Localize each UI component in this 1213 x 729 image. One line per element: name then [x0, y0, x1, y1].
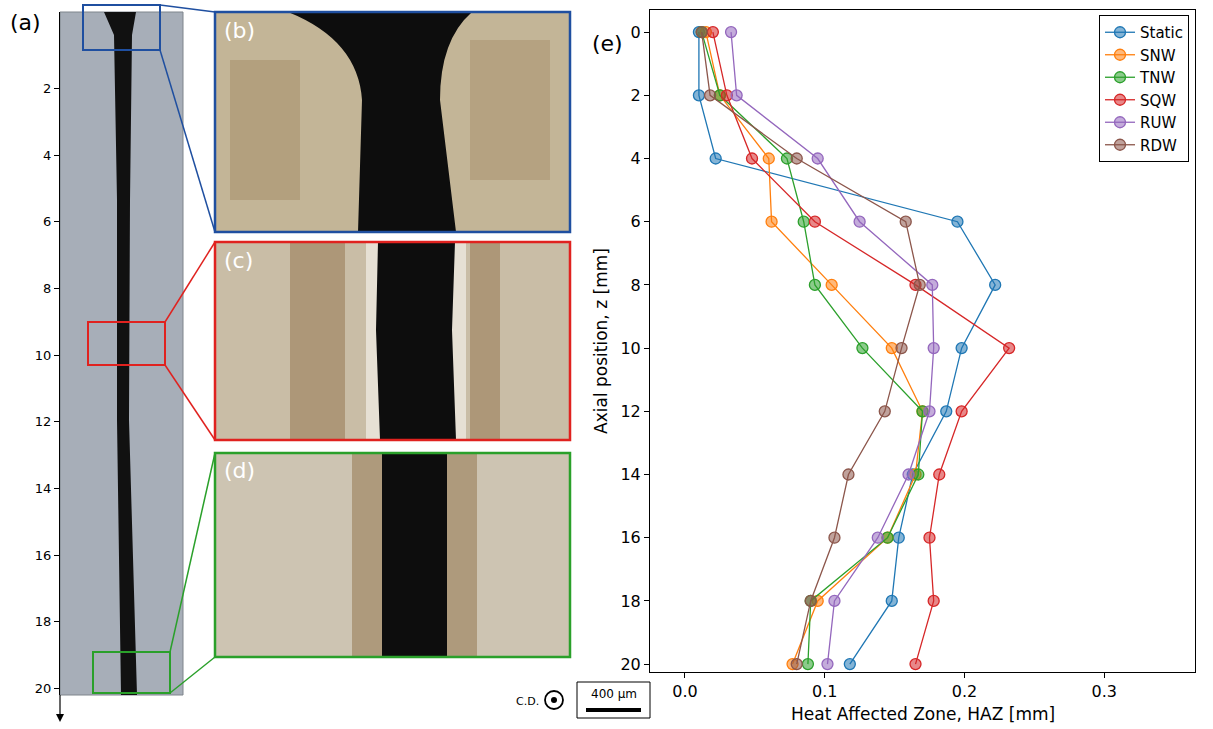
svg-text:RDW: RDW — [1140, 137, 1177, 155]
svg-text:18: 18 — [35, 614, 52, 629]
svg-text:(c): (c) — [224, 248, 253, 273]
svg-text:6: 6 — [43, 214, 51, 229]
svg-text:8: 8 — [43, 281, 51, 296]
svg-text:(d): (d) — [224, 458, 255, 483]
svg-text:Axial position, z [mm]: Axial position, z [mm] — [591, 248, 611, 434]
svg-text:2: 2 — [43, 81, 51, 96]
svg-text:(a): (a) — [10, 10, 41, 35]
svg-text:20: 20 — [620, 655, 640, 674]
svg-text:2: 2 — [631, 86, 641, 105]
svg-text:14: 14 — [620, 465, 640, 484]
svg-text:Static: Static — [1140, 24, 1183, 42]
svg-text:400 μm: 400 μm — [591, 687, 637, 701]
svg-text:12: 12 — [620, 402, 640, 421]
svg-text:4: 4 — [43, 148, 51, 163]
svg-text:16: 16 — [35, 548, 52, 563]
svg-text:18: 18 — [620, 592, 640, 611]
svg-text:RUW: RUW — [1140, 114, 1176, 132]
svg-text:Heat Affected Zone, HAZ [mm]: Heat Affected Zone, HAZ [mm] — [791, 704, 1055, 724]
svg-text:12: 12 — [35, 414, 52, 429]
svg-text:10: 10 — [620, 339, 640, 358]
svg-text:0.2: 0.2 — [952, 682, 977, 701]
svg-text:0.0: 0.0 — [672, 682, 697, 701]
svg-text:TNW: TNW — [1139, 69, 1175, 87]
svg-text:SQW: SQW — [1140, 92, 1176, 110]
svg-text:10: 10 — [35, 348, 52, 363]
svg-text:14: 14 — [35, 481, 52, 496]
svg-text:0: 0 — [631, 23, 641, 42]
svg-text:8: 8 — [631, 276, 641, 295]
svg-text:(e): (e) — [592, 31, 623, 56]
svg-text:4: 4 — [631, 149, 641, 168]
svg-text:6: 6 — [631, 212, 641, 231]
svg-text:C.D.: C.D. — [516, 695, 539, 708]
svg-text:0.3: 0.3 — [1091, 682, 1116, 701]
svg-text:(b): (b) — [224, 18, 255, 43]
svg-text:0.1: 0.1 — [812, 682, 837, 701]
svg-text:16: 16 — [620, 528, 640, 547]
svg-text:20: 20 — [35, 681, 52, 696]
svg-text:SNW: SNW — [1140, 47, 1176, 65]
